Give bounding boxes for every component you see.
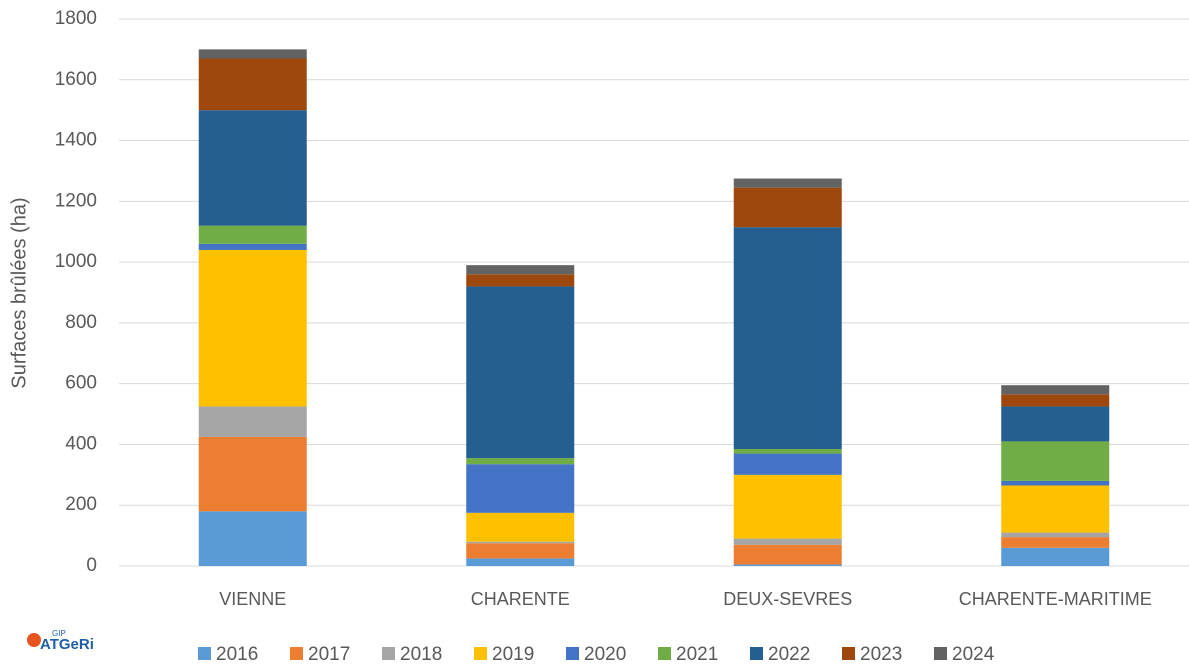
bar-segment	[466, 458, 575, 465]
legend-label: 2020	[584, 644, 626, 665]
legend-swatch	[842, 647, 855, 660]
bar-segment	[198, 110, 307, 226]
bar-segment	[733, 544, 842, 565]
y-tick-label: 800	[65, 312, 97, 333]
bar-segment	[1001, 406, 1110, 442]
bar-segment	[466, 286, 575, 459]
legend-swatch	[934, 647, 947, 660]
legend-swatch	[474, 647, 487, 660]
x-tick-label: CHARENTE-MARITIME	[959, 589, 1152, 609]
bar-segment	[733, 564, 842, 566]
bar-segment	[1001, 537, 1110, 548]
bar-segment	[466, 558, 575, 566]
y-tick-label: 1200	[55, 190, 97, 211]
y-tick-label: 0	[86, 555, 97, 576]
x-tick-label: CHARENTE	[471, 589, 570, 609]
bar-segment	[198, 225, 307, 244]
bar-segment	[1001, 532, 1110, 538]
bar-segment	[733, 227, 842, 450]
bar-segment	[1001, 385, 1110, 395]
x-tick-label: DEUX-SEVRES	[723, 589, 852, 609]
legend-swatch	[198, 647, 211, 660]
bar-segment	[733, 538, 842, 545]
legend-label: 2016	[216, 644, 258, 665]
y-tick-label: 400	[65, 433, 97, 454]
bar-segment	[198, 511, 307, 566]
legend-label: 2023	[860, 644, 902, 665]
legend-swatch	[382, 647, 395, 660]
bar-segment	[198, 436, 307, 512]
legend-label: 2017	[308, 644, 350, 665]
legend-swatch	[566, 647, 579, 660]
logo-name: ATGeRi	[40, 636, 94, 653]
legend-label: 2019	[492, 644, 534, 665]
y-tick-label: 1800	[55, 8, 97, 29]
y-tick-label: 1400	[55, 130, 97, 151]
legend-swatch	[658, 647, 671, 660]
bar-segment	[733, 474, 842, 539]
bar-segment	[466, 464, 575, 513]
logo-gip: GIP	[52, 629, 66, 638]
legend-label: 2021	[676, 644, 718, 665]
bar-segment	[466, 541, 575, 544]
y-axis-label: Surfaces brûlées (ha)	[8, 197, 30, 388]
bar-segment	[198, 49, 307, 59]
bar-segment	[733, 178, 842, 188]
y-tick-label: 200	[65, 494, 97, 515]
y-tick-label: 600	[65, 373, 97, 394]
bar-segment	[466, 543, 575, 559]
legend-swatch	[750, 647, 763, 660]
bar-segment	[198, 243, 307, 250]
bar-segment	[1001, 394, 1110, 407]
bar-segment	[1001, 547, 1110, 566]
bar-segment	[466, 512, 575, 542]
bar-segment	[1001, 441, 1110, 481]
bar-segment	[198, 406, 307, 437]
bar-segment	[198, 58, 307, 111]
logo-icon	[27, 633, 41, 647]
y-tick-label: 1000	[55, 251, 97, 272]
bar-segment	[1001, 485, 1110, 533]
x-tick-label: VIENNE	[219, 589, 286, 609]
bar-segment	[466, 274, 575, 287]
bar-segment	[733, 449, 842, 454]
bar-segment	[733, 453, 842, 475]
bar-segment	[733, 187, 842, 228]
legend-swatch	[290, 647, 303, 660]
legend-label: 2022	[768, 644, 810, 665]
bar-segment	[198, 249, 307, 407]
legend-label: 2024	[952, 644, 995, 665]
legend-label: 2018	[400, 644, 442, 665]
y-tick-label: 1600	[55, 69, 97, 90]
bar-segment	[1001, 480, 1110, 486]
bar-segment	[466, 265, 575, 275]
